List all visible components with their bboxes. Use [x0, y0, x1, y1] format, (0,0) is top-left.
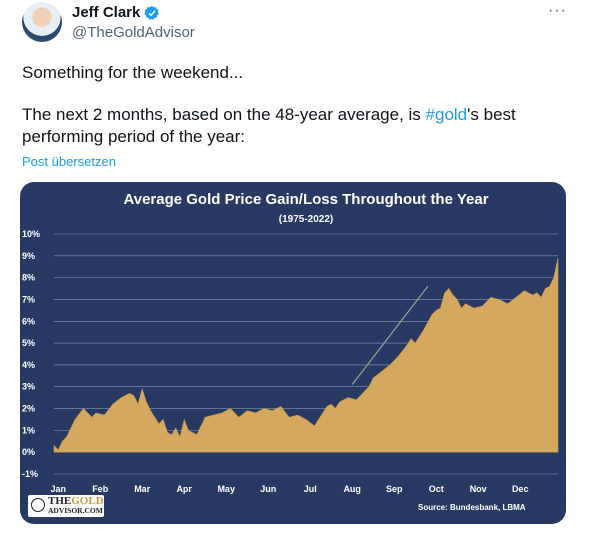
logo: THEGOLD ADVISOR.COM: [28, 495, 104, 517]
hashtag-link[interactable]: #gold: [425, 105, 468, 124]
x-tick-label: Nov: [470, 484, 487, 494]
tweet-text: Something for the weekend... The next 2 …: [22, 62, 562, 168]
logo-the: THE: [48, 495, 72, 507]
logo-url: ADVISOR.COM: [48, 506, 103, 515]
x-tick-label: Mar: [134, 484, 151, 494]
logo-coin-icon: [31, 498, 45, 512]
more-options-icon[interactable]: ···: [548, 2, 567, 19]
tweet-media-chart[interactable]: Average Gold Price Gain/Loss Throughout …: [20, 182, 566, 524]
chart-title: Average Gold Price Gain/Loss Throughout …: [123, 191, 488, 208]
author-handle[interactable]: @TheGoldAdvisor: [72, 24, 195, 41]
verified-badge-icon: [144, 5, 160, 20]
chart-subtitle: (1975-2022): [279, 214, 333, 225]
x-tick-label: Oct: [429, 484, 444, 494]
x-tick-label: Aug: [343, 484, 361, 494]
x-tick-label: Jul: [304, 484, 317, 494]
tweet-line-2: The next 2 months, based on the 48-year …: [22, 104, 562, 148]
y-tick-label: 5%: [22, 338, 35, 348]
chart-source: Source: Bundesbank, LBMA: [418, 503, 526, 512]
gold-chart: Average Gold Price Gain/Loss Throughout …: [22, 191, 559, 494]
x-tick-label: Feb: [92, 484, 109, 494]
tweet-line-2-post: 's best performing period of the year:: [22, 105, 516, 146]
x-tick-label: Apr: [176, 484, 192, 494]
y-tick-label: 10%: [22, 229, 40, 239]
x-tick-label: Dec: [512, 484, 529, 494]
y-tick-label: 1%: [22, 425, 35, 435]
gold-area-series: [53, 257, 559, 453]
author-name[interactable]: Jeff Clark: [72, 4, 141, 21]
author-row: Jeff Clark: [72, 4, 160, 21]
x-tick-label: Jan: [50, 484, 66, 494]
avatar[interactable]: [22, 2, 62, 42]
translate-link[interactable]: Post übersetzen: [22, 154, 116, 169]
y-tick-label: 4%: [22, 360, 35, 370]
y-tick-label: 6%: [22, 316, 35, 326]
y-tick-label: 3%: [22, 382, 35, 392]
tweet-line-2-pre: The next 2 months, based on the 48-year …: [22, 105, 426, 124]
x-tick-label: May: [217, 484, 235, 494]
y-tick-label: 9%: [22, 251, 35, 261]
x-axis-ticks: Jan Feb Mar Apr May Jun Jul Aug Sep Oct Nov Dec: [50, 484, 528, 494]
y-tick-label: -1%: [22, 469, 38, 479]
tweet-line-1: Something for the weekend...: [22, 63, 244, 82]
y-tick-label: 2%: [22, 404, 35, 414]
y-axis-ticks: 10% 9% 8% 7% 6% 5% 4% 3% 2% 1% 0% -1%: [22, 229, 40, 479]
y-tick-label: 8%: [22, 273, 35, 283]
y-tick-label: 0%: [22, 447, 35, 457]
x-tick-label: Jun: [260, 484, 276, 494]
trend-line: [351, 285, 429, 385]
logo-gold: GOLD: [71, 495, 104, 507]
y-tick-label: 7%: [22, 294, 35, 304]
x-tick-label: Sep: [386, 484, 403, 494]
